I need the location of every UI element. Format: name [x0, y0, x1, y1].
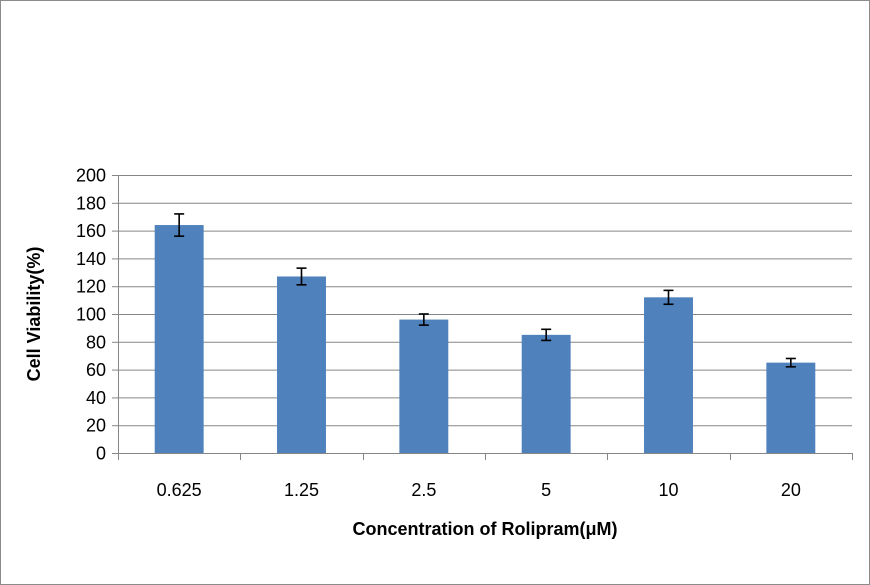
error-bar: [541, 328, 552, 342]
x-tick-label: 2.5: [411, 480, 436, 500]
y-tick-label: 60: [86, 360, 106, 380]
error-bar: [418, 313, 429, 326]
y-tick-label: 120: [76, 277, 106, 297]
error-bar: [663, 289, 674, 306]
bar-10: [644, 297, 693, 453]
bars: [154, 225, 816, 453]
error-bar: [174, 213, 185, 237]
y-tick-label: 0: [96, 444, 106, 464]
y-tick-label: 40: [86, 388, 106, 408]
x-tick-label: 0.625: [157, 480, 202, 500]
y-tick-label: 140: [76, 249, 106, 269]
bar-0_625: [154, 225, 204, 453]
y-axis-title: Cell Viability(%): [24, 247, 44, 382]
bar-20: [766, 362, 816, 453]
axes: [112, 175, 853, 460]
y-tick-label: 20: [86, 416, 106, 436]
x-tick-label: 5: [541, 480, 551, 500]
y-tick-label: 100: [76, 305, 106, 325]
gridlines: [118, 175, 852, 427]
error-bar: [296, 267, 307, 286]
x-tick-label: 1.25: [284, 480, 319, 500]
y-tick-label: 180: [76, 193, 106, 213]
bar-2_5: [399, 319, 449, 453]
x-tick-labels: 0.625 1.25 2.5 5 10 20: [157, 480, 801, 500]
y-tick-label: 80: [86, 332, 106, 352]
x-axis-title: Concentration of Rolipram(μM): [353, 519, 618, 539]
y-tick-labels: 0 20 40 60 80 100 120 140 160 180 200: [76, 166, 106, 464]
x-tick-label: 20: [781, 480, 801, 500]
y-tick-label: 160: [76, 221, 106, 241]
y-tick-label: 200: [76, 166, 106, 186]
error-bar: [785, 357, 796, 368]
error-bars: [174, 213, 796, 368]
x-tick-label: 10: [658, 480, 678, 500]
bar-5: [521, 334, 571, 453]
bar-1_25: [277, 276, 326, 453]
